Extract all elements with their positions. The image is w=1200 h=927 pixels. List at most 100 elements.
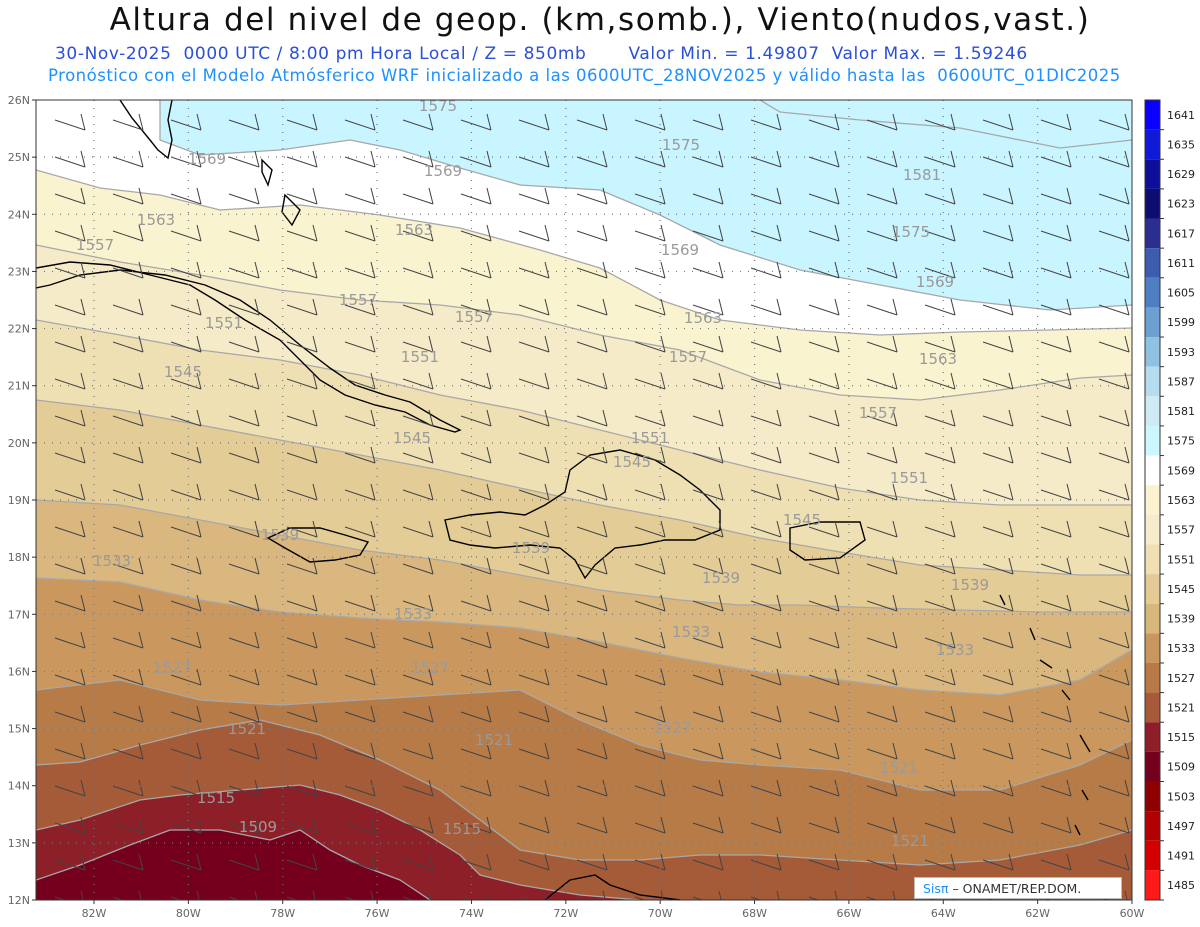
wind-barb — [402, 187, 434, 205]
wind-barb — [170, 150, 202, 168]
wind-barb — [692, 631, 724, 649]
wind-barb — [1040, 446, 1072, 464]
wind-barb — [866, 779, 898, 797]
contour-label: 1515 — [197, 789, 235, 807]
wind-barb — [402, 668, 434, 686]
wind-barb — [112, 557, 144, 575]
wind-barb — [170, 187, 202, 205]
colorbar-label: 1551 — [1167, 553, 1195, 566]
wind-barb — [344, 298, 376, 316]
wind-barb — [1040, 668, 1072, 686]
wind-barb — [402, 520, 434, 538]
wind-barb — [982, 261, 1014, 279]
wind-barb — [344, 409, 376, 427]
wind-barb — [808, 335, 840, 353]
wind-barb — [518, 705, 550, 723]
lat-label: 20N — [8, 437, 30, 450]
wind-barb — [1098, 187, 1130, 205]
wind-barb — [460, 594, 492, 612]
wind-barb — [518, 187, 550, 205]
wind-barb — [112, 594, 144, 612]
lat-label: 25N — [8, 151, 30, 164]
contour-label: 1569 — [188, 150, 226, 168]
wind-barb — [924, 816, 956, 834]
wind-barb — [692, 742, 724, 760]
wind-barb — [1040, 298, 1072, 316]
contour-label: 1569 — [916, 273, 954, 291]
valid-time-line: 30-Nov-2025 0000 UTC / 8:00 pm Hora Loca… — [55, 44, 1028, 64]
wind-barb — [228, 409, 260, 427]
wind-barb — [228, 705, 260, 723]
wind-barb — [692, 853, 724, 871]
wind-barb — [402, 150, 434, 168]
wind-barb — [576, 890, 606, 900]
wind-barb — [402, 298, 434, 316]
colorbar-label: 1521 — [1167, 701, 1195, 714]
wind-barb — [1098, 224, 1130, 242]
colorbar-label: 1563 — [1167, 494, 1195, 507]
wind-barb — [170, 594, 202, 612]
wind-barb — [286, 890, 316, 900]
wind-barb — [576, 261, 608, 279]
wind-barb — [866, 705, 898, 723]
wind-barb — [460, 483, 492, 501]
wind-barb — [750, 446, 782, 464]
wind-barb — [344, 816, 376, 834]
wind-barb — [518, 335, 550, 353]
wind-barb — [286, 631, 318, 649]
contour-label: 1527 — [653, 719, 691, 737]
wind-barb — [692, 446, 724, 464]
wind-barb — [54, 483, 86, 501]
wind-barb — [1040, 816, 1072, 834]
wind-barb — [750, 372, 782, 390]
wind-barb — [750, 224, 782, 242]
wind-barb — [54, 890, 84, 900]
lat-label: 22N — [8, 323, 30, 336]
wind-barb — [866, 631, 898, 649]
lat-label: 21N — [8, 380, 30, 393]
wind-barb — [866, 372, 898, 390]
wind-barb — [924, 113, 956, 131]
wind-barb — [1040, 557, 1072, 575]
wind-barb — [808, 298, 840, 316]
wind-barb — [924, 557, 956, 575]
wind-barb — [112, 816, 144, 834]
wind-barb — [518, 557, 550, 575]
wind-barb — [228, 779, 260, 797]
wind-barb — [1098, 113, 1130, 131]
wind-barb — [808, 779, 840, 797]
wind-barb — [576, 224, 608, 242]
colorbar-label: 1509 — [1167, 761, 1195, 774]
wind-barb — [228, 890, 258, 900]
wind-barb — [692, 779, 724, 797]
wind-barb — [808, 890, 838, 900]
wind-barb — [460, 705, 492, 723]
wind-barb — [866, 557, 898, 575]
wind-barb — [1040, 594, 1072, 612]
contour-label: 1527 — [411, 659, 449, 677]
contour-label: 1557 — [339, 291, 377, 309]
wind-barb — [518, 224, 550, 242]
wind-barb — [634, 668, 666, 686]
wind-barb — [1098, 668, 1130, 686]
wind-barb — [286, 520, 318, 538]
wind-barb — [750, 261, 782, 279]
wind-barb — [54, 594, 86, 612]
colorbar-swatch — [1145, 544, 1160, 575]
wind-barb — [112, 335, 144, 353]
coastlines — [36, 100, 1091, 900]
wind-barb — [54, 557, 86, 575]
wind-barb — [344, 483, 376, 501]
colorbar-swatch — [1145, 159, 1160, 189]
wind-barb — [1098, 594, 1130, 612]
colorbar-label: 1497 — [1167, 820, 1195, 833]
wind-barb — [692, 261, 724, 279]
wind-barb — [634, 187, 666, 205]
wind-barb — [54, 372, 86, 390]
contour-label: 1563 — [919, 350, 957, 368]
contour-label: 1533 — [672, 623, 710, 641]
colorbar-swatch — [1145, 100, 1160, 130]
wind-barb — [170, 113, 202, 131]
wind-barb — [54, 742, 86, 760]
wind-barb — [112, 631, 144, 649]
